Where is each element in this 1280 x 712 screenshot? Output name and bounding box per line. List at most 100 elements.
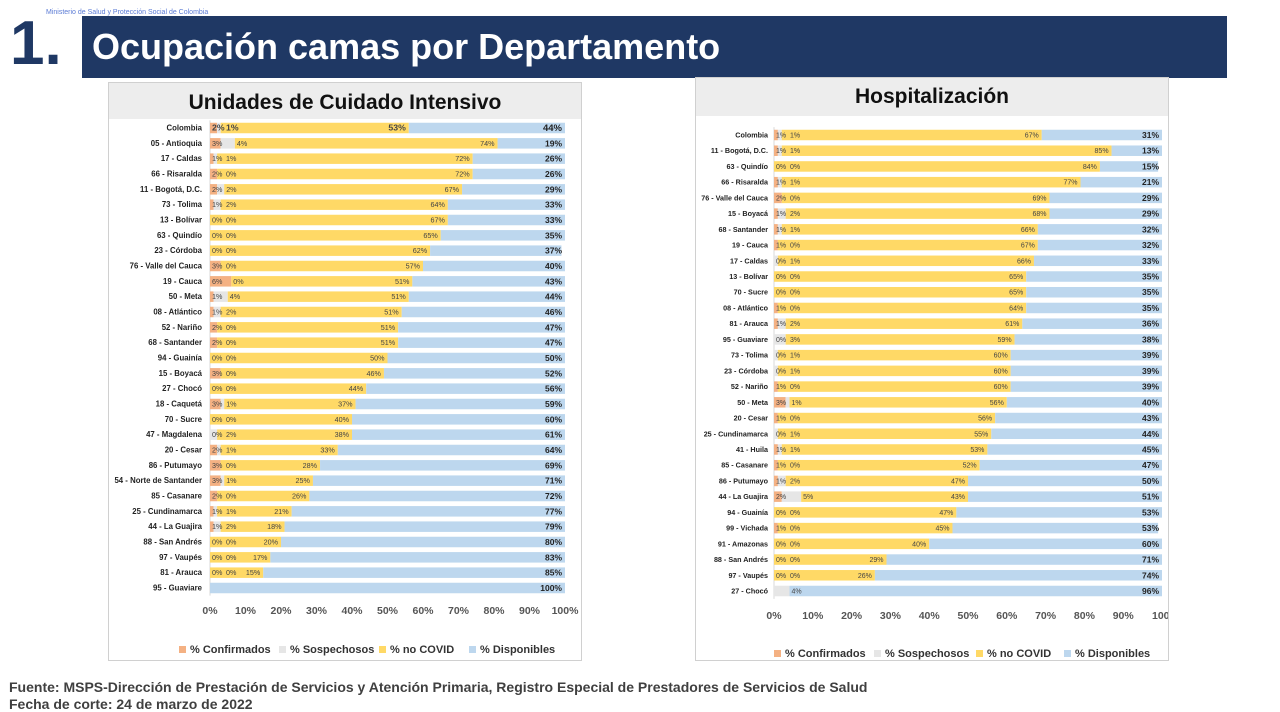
label-disponibles: 31% xyxy=(1142,130,1159,140)
label-confirmados: 1% xyxy=(776,321,786,328)
bar-no-covid xyxy=(774,538,930,550)
uci-chart-panel: Unidades de Cuidado Intensivo Colombia 2%… xyxy=(108,82,582,661)
bar-no-covid xyxy=(234,138,498,149)
label-no-covid: 43% xyxy=(951,494,965,501)
bar-sospechosos xyxy=(213,153,218,164)
label-confirmados: 3% xyxy=(212,262,223,271)
bar-disponibles xyxy=(472,153,565,164)
label-no-covid: 38% xyxy=(335,430,350,439)
row-label: 81 - Arauca xyxy=(730,319,769,328)
x-tick-label: 50% xyxy=(957,610,979,622)
bar-no-covid xyxy=(220,260,423,272)
bar-no-covid xyxy=(774,507,957,518)
label-no-covid: 15% xyxy=(246,568,261,577)
label-no-covid: 47% xyxy=(951,478,965,485)
legend-label: % Confirmados xyxy=(785,648,866,660)
label-disponibles: 71% xyxy=(1142,555,1159,565)
label-confirmados: 2% xyxy=(212,338,223,347)
label-disponibles: 33% xyxy=(545,200,562,210)
bar-disponibles xyxy=(270,552,565,563)
label-sospechosos: 0% xyxy=(790,305,800,312)
row-label: 88 - San Andrés xyxy=(143,538,202,547)
label-confirmados: 0% xyxy=(212,384,223,393)
x-tick-label: 30% xyxy=(880,610,902,622)
label-confirmados: 0% xyxy=(776,290,786,297)
label-disponibles: 39% xyxy=(1142,350,1159,360)
bar-no-covid xyxy=(785,334,1015,345)
label-sospechosos: 0% xyxy=(790,510,800,517)
bar-confirmados xyxy=(774,302,778,314)
label-confirmados: 1% xyxy=(776,305,786,312)
x-tick-label: 50% xyxy=(377,605,399,617)
label-no-covid: 29% xyxy=(870,557,884,564)
row-label: 05 - Antioquia xyxy=(151,139,203,148)
label-disponibles: 26% xyxy=(545,169,562,179)
bar-no-covid xyxy=(774,554,887,565)
bar-no-covid xyxy=(217,337,399,348)
bar-disponibles xyxy=(447,199,565,210)
label-sospechosos: 1% xyxy=(790,148,800,155)
bar-disponibles xyxy=(398,322,565,333)
label-sospechosos: 0% xyxy=(226,354,237,363)
label-sospechosos: 1% xyxy=(790,431,800,438)
row-label: 27 - Chocó xyxy=(162,384,202,393)
row-label: 76 - Valle del Cauca xyxy=(130,262,203,271)
x-tick-label: 90% xyxy=(519,605,541,617)
legend-swatch xyxy=(874,650,881,657)
bar-no-covid xyxy=(781,145,1112,156)
label-sospechosos: 0% xyxy=(226,170,237,179)
label-confirmados: 1% xyxy=(776,463,786,470)
bar-sospechosos xyxy=(774,365,778,377)
label-confirmados: 1% xyxy=(776,148,786,155)
row-label: 73 - Tolima xyxy=(162,200,203,209)
label-disponibles: 26% xyxy=(545,154,562,164)
bar-disponibles xyxy=(1026,302,1162,314)
bar-disponibles xyxy=(320,460,565,471)
legend-label: % no COVID xyxy=(390,644,454,656)
label-no-covid: 59% xyxy=(998,337,1012,344)
label-disponibles: 21% xyxy=(1142,177,1159,187)
bar-confirmados xyxy=(774,224,778,235)
bar-sospechosos xyxy=(213,291,228,302)
label-confirmados: 0% xyxy=(212,415,223,424)
label-confirmados: 0% xyxy=(776,510,786,517)
label-confirmados: 0% xyxy=(212,354,223,363)
row-label: 54 - Norte de Santander xyxy=(114,476,202,485)
label-sospechosos: 0% xyxy=(226,262,237,271)
bar-disponibles xyxy=(291,506,565,517)
label-confirmados: 2% xyxy=(212,123,225,133)
x-tick-label: 70% xyxy=(1035,610,1057,622)
row-label: 63 - Quindío xyxy=(157,231,202,240)
bar-no-covid xyxy=(774,570,875,581)
bar-no-covid xyxy=(210,536,281,548)
label-sospechosos: 0% xyxy=(226,492,237,501)
bar-disponibles xyxy=(1026,271,1162,282)
label-confirmados: 1% xyxy=(776,243,786,250)
x-tick-label: 40% xyxy=(919,610,941,622)
label-disponibles: 53% xyxy=(1142,507,1159,517)
label-disponibles: 53% xyxy=(1142,523,1159,533)
label-no-covid: 65% xyxy=(1009,274,1023,281)
row-label: 50 - Meta xyxy=(169,292,203,301)
bar-no-covid xyxy=(220,444,338,456)
label-disponibles: 61% xyxy=(545,430,562,440)
bar-disponibles xyxy=(1026,286,1162,298)
label-disponibles: 60% xyxy=(545,414,562,424)
label-no-covid: 20% xyxy=(264,538,279,547)
label-no-covid: 67% xyxy=(1025,133,1039,140)
row-label: 76 - Valle del Cauca xyxy=(701,193,769,202)
label-sospechosos: 0% xyxy=(226,553,237,562)
bar-no-covid xyxy=(785,475,968,487)
label-sospechosos: 0% xyxy=(226,384,237,393)
bar-sospechosos xyxy=(774,428,778,440)
uci-chart-title: Unidades de Cuidado Intensivo xyxy=(109,83,581,119)
bar-confirmados xyxy=(774,318,778,329)
label-sospechosos: 0% xyxy=(790,384,800,391)
bar-sospechosos xyxy=(777,475,786,487)
label-confirmados: 1% xyxy=(776,526,786,533)
bar-disponibles xyxy=(995,412,1162,424)
label-confirmados: 3% xyxy=(212,476,223,485)
bar-no-covid xyxy=(777,365,1011,377)
label-sospechosos: 1% xyxy=(226,476,237,485)
label-disponibles: 35% xyxy=(1142,272,1159,282)
